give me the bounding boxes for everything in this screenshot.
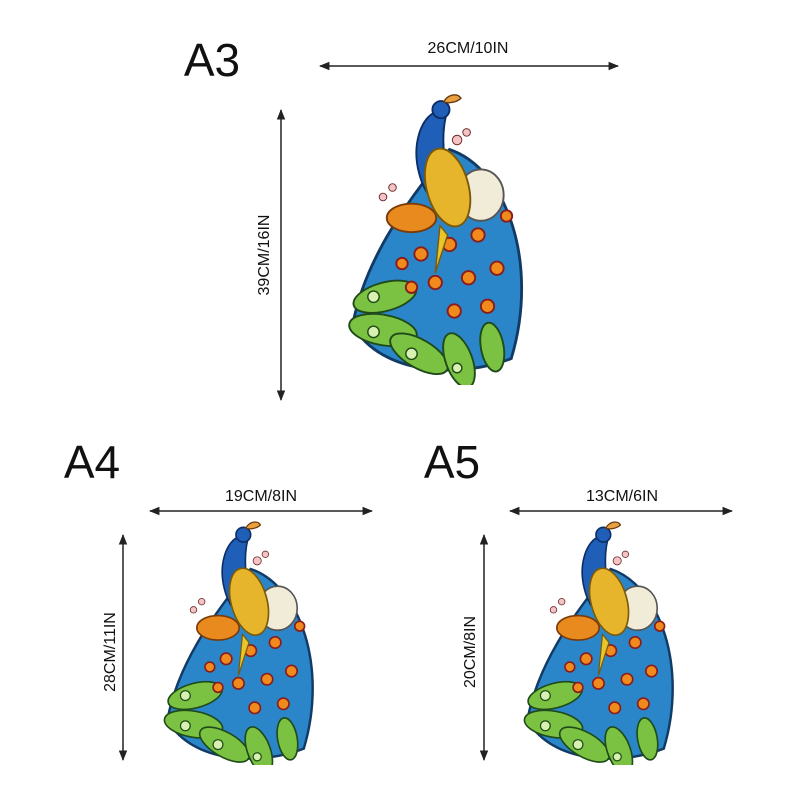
size-label: A5: [424, 436, 480, 488]
peacock-image: [161, 520, 314, 765]
height-label: 20CM/8IN: [462, 616, 479, 688]
size-label: A4: [64, 436, 120, 488]
size-label: A3: [184, 34, 240, 86]
width-label: 13CM/6IN: [586, 488, 658, 505]
peacock-image: [345, 93, 524, 385]
height-label: 28CM/11IN: [102, 612, 119, 692]
peacock-image: [521, 520, 674, 765]
width-label: 26CM/10IN: [428, 40, 509, 57]
height-label: 39CM/16IN: [256, 215, 273, 296]
width-label: 19CM/8IN: [225, 488, 297, 505]
